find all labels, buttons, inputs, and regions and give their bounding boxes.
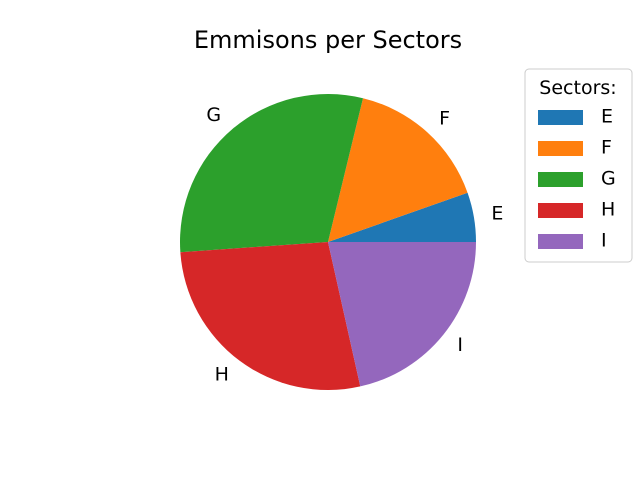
legend-swatch-i <box>538 234 583 249</box>
legend-title: Sectors: <box>539 77 616 99</box>
pie-slice-label-e: E <box>491 203 503 225</box>
legend-swatch-f <box>538 141 583 156</box>
legend-label-h: H <box>601 199 615 221</box>
pie-slice-g <box>179 93 364 253</box>
chart-title: Emmisons per Sectors <box>194 26 462 54</box>
pie-slice-f <box>328 98 468 242</box>
legend-label-e: E <box>601 106 613 128</box>
pie-slice-label-f: F <box>439 108 450 130</box>
pie-slice-i <box>328 242 476 387</box>
pie-slice-h <box>180 242 361 390</box>
pie-slice-labels: E F G H I <box>206 104 503 386</box>
legend-swatch-g <box>538 172 583 187</box>
legend-swatch-e <box>538 110 583 125</box>
legend-swatch-h <box>538 203 583 218</box>
pie-slice-label-g: G <box>206 104 221 126</box>
legend-label-g: G <box>601 168 616 190</box>
pie-slices <box>179 93 476 390</box>
pie-slice-e <box>328 192 476 242</box>
pie-slice-label-h: H <box>215 363 229 385</box>
legend-label-i: I <box>601 230 607 252</box>
pie-slice-label-i: I <box>457 334 463 356</box>
legend-label-f: F <box>601 137 612 159</box>
